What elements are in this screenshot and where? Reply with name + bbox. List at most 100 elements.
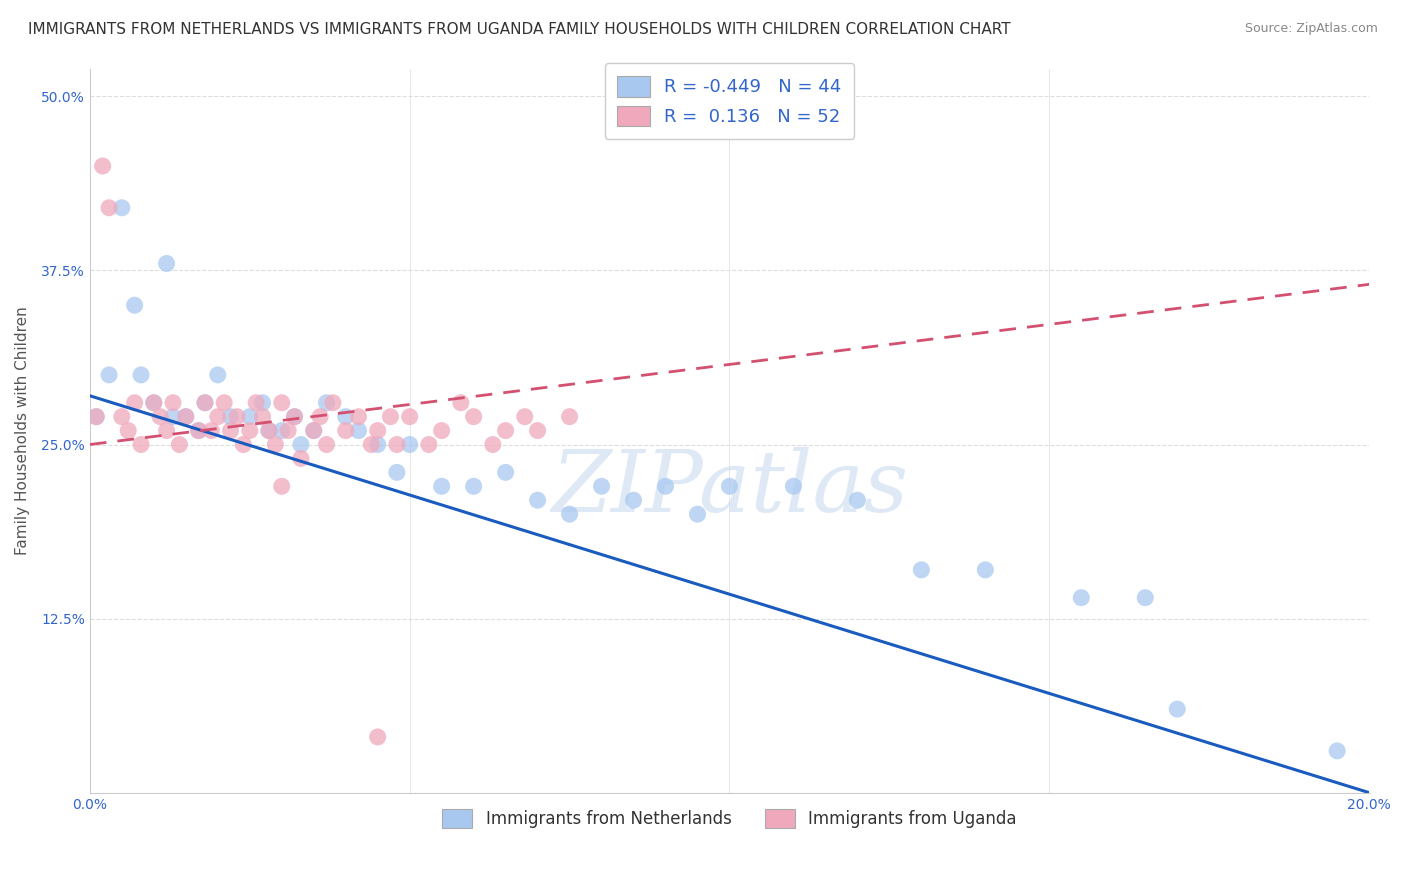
Point <box>194 395 217 409</box>
Point <box>270 424 292 438</box>
Point <box>142 395 165 409</box>
Point <box>367 437 389 451</box>
Point <box>513 409 536 424</box>
Point <box>591 479 613 493</box>
Point <box>207 368 229 382</box>
Point <box>302 424 325 438</box>
Point <box>84 409 107 424</box>
Point <box>129 437 152 451</box>
Point <box>398 409 420 424</box>
Point <box>430 424 453 438</box>
Text: IMMIGRANTS FROM NETHERLANDS VS IMMIGRANTS FROM UGANDA FAMILY HOUSEHOLDS WITH CHI: IMMIGRANTS FROM NETHERLANDS VS IMMIGRANT… <box>28 22 1011 37</box>
Point <box>277 424 299 438</box>
Y-axis label: Family Households with Children: Family Households with Children <box>15 306 30 555</box>
Point <box>162 409 184 424</box>
Point <box>264 437 287 451</box>
Point <box>200 424 222 438</box>
Point <box>782 479 804 493</box>
Point <box>169 437 191 451</box>
Point <box>174 409 197 424</box>
Point <box>155 424 177 438</box>
Point <box>526 424 548 438</box>
Point <box>315 437 337 451</box>
Point <box>495 466 517 480</box>
Point <box>335 424 357 438</box>
Point <box>463 479 485 493</box>
Point <box>686 507 709 521</box>
Point <box>142 395 165 409</box>
Text: Source: ZipAtlas.com: Source: ZipAtlas.com <box>1244 22 1378 36</box>
Point <box>124 298 146 312</box>
Point <box>315 395 337 409</box>
Point <box>380 409 402 424</box>
Point <box>245 395 267 409</box>
Point <box>111 409 134 424</box>
Point <box>149 409 172 424</box>
Point <box>450 395 472 409</box>
Point <box>283 409 305 424</box>
Point <box>270 479 292 493</box>
Point <box>187 424 209 438</box>
Point <box>84 409 107 424</box>
Point <box>1135 591 1157 605</box>
Point <box>257 424 280 438</box>
Point <box>232 437 254 451</box>
Point <box>347 424 370 438</box>
Point <box>290 451 312 466</box>
Point <box>718 479 741 493</box>
Point <box>367 424 389 438</box>
Point <box>187 424 209 438</box>
Legend: Immigrants from Netherlands, Immigrants from Uganda: Immigrants from Netherlands, Immigrants … <box>436 803 1024 835</box>
Point <box>117 424 139 438</box>
Point <box>207 409 229 424</box>
Point <box>418 437 440 451</box>
Point <box>239 424 262 438</box>
Point <box>526 493 548 508</box>
Point <box>212 395 235 409</box>
Point <box>239 409 262 424</box>
Point <box>252 395 274 409</box>
Point <box>1326 744 1348 758</box>
Point <box>623 493 645 508</box>
Point <box>654 479 676 493</box>
Point <box>283 409 305 424</box>
Point <box>98 368 121 382</box>
Point <box>846 493 869 508</box>
Point <box>495 424 517 438</box>
Point <box>1070 591 1092 605</box>
Point <box>558 409 581 424</box>
Point <box>129 368 152 382</box>
Point <box>558 507 581 521</box>
Point <box>335 409 357 424</box>
Point <box>219 409 242 424</box>
Point <box>347 409 370 424</box>
Point <box>257 424 280 438</box>
Point <box>309 409 332 424</box>
Point <box>98 201 121 215</box>
Point <box>482 437 505 451</box>
Text: ZIPatlas: ZIPatlas <box>551 447 908 530</box>
Point <box>174 409 197 424</box>
Point <box>974 563 997 577</box>
Point <box>385 437 408 451</box>
Point <box>463 409 485 424</box>
Point <box>162 395 184 409</box>
Point <box>398 437 420 451</box>
Point <box>194 395 217 409</box>
Point <box>226 409 249 424</box>
Point <box>270 395 292 409</box>
Point <box>1166 702 1188 716</box>
Point <box>430 479 453 493</box>
Point <box>155 256 177 270</box>
Point <box>290 437 312 451</box>
Point <box>219 424 242 438</box>
Point <box>322 395 344 409</box>
Point <box>385 466 408 480</box>
Point <box>111 201 134 215</box>
Point <box>252 409 274 424</box>
Point <box>360 437 382 451</box>
Point <box>367 730 389 744</box>
Point <box>302 424 325 438</box>
Point <box>910 563 932 577</box>
Point <box>124 395 146 409</box>
